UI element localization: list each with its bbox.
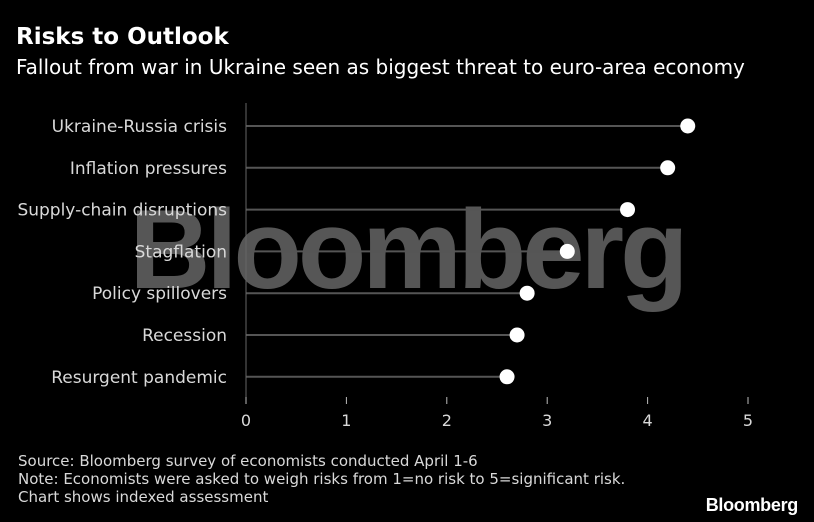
chart-subtitle: Fallout from war in Ukraine seen as bigg…	[16, 55, 745, 79]
x-tick-label-2: 2	[442, 411, 452, 430]
dot-4	[519, 285, 535, 301]
dot-6	[499, 369, 515, 385]
category-label-5: Recession	[142, 326, 227, 346]
chart-title: Risks to Outlook	[16, 24, 229, 50]
source-note: Source: Bloomberg survey of economists c…	[18, 452, 478, 470]
x-tick-label-4: 4	[643, 411, 653, 430]
x-tick-label-5: 5	[743, 411, 753, 430]
dots-group	[499, 118, 696, 385]
method-note-line1: Note: Economists were asked to weigh ris…	[18, 470, 626, 488]
x-tick-label-1: 1	[341, 411, 351, 430]
dot-2	[620, 202, 636, 218]
category-label-3: Stagflation	[135, 242, 227, 262]
dot-3	[559, 243, 575, 259]
category-label-1: Inflation pressures	[70, 159, 227, 179]
stems-group	[246, 125, 688, 378]
dot-5	[509, 327, 525, 343]
dot-1	[660, 160, 676, 176]
category-labels: Ukraine-Russia crisis Inflation pressures…	[17, 117, 227, 388]
category-label-6: Resurgent pandemic	[51, 368, 227, 388]
bloomberg-logo: Bloomberg	[705, 495, 799, 515]
dot-0	[680, 118, 696, 134]
category-label-4: Policy spillovers	[92, 284, 227, 304]
category-label-2: Supply-chain disruptions	[17, 201, 227, 221]
footnotes: Source: Bloomberg survey of economists c…	[18, 452, 625, 506]
x-axis-ticks: 0 1 2 3 4 5	[241, 397, 753, 430]
x-tick-label-0: 0	[241, 411, 251, 430]
x-tick-label-3: 3	[542, 411, 552, 430]
category-label-0: Ukraine-Russia crisis	[52, 117, 228, 137]
method-note-line2: Chart shows indexed assessment	[18, 488, 269, 506]
watermark-text: Bloomberg	[129, 187, 684, 312]
